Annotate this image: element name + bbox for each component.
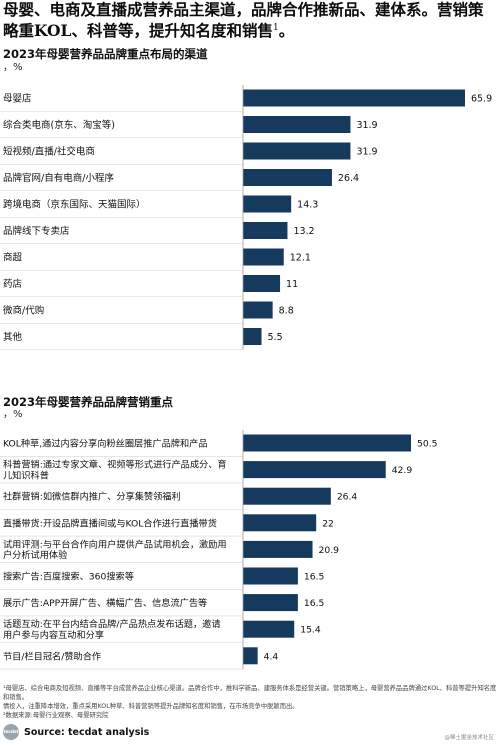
chart1-bar [243, 89, 465, 107]
chart2-category-label: 直播带货:开设品牌直播间或与KOL合作进行直播带货 [3, 517, 217, 529]
chart2-marketing-bar-chart: KOL种草,通过内容分享向粉丝圈层推广品牌和产品 50.5 科普营销:通过专家文章、… [0, 430, 438, 670]
chart1-category-label: 品牌线下专卖店 [3, 225, 70, 237]
chart2-bar [243, 461, 386, 479]
chart1-bar [243, 275, 281, 292]
chart2-category-label: 话题互动:在平台内结合品牌/产品热点发布话题，邀请用户参与内容互动和分享 [3, 618, 221, 641]
chart1-bar [243, 169, 332, 186]
chart1-category-label: 药店 [3, 278, 22, 290]
chart1-bar [243, 328, 262, 345]
chart1-value-label: 8.8 [279, 306, 294, 317]
tecdat-logo: tecdat [3, 724, 19, 740]
chart1-value-label: 5.5 [268, 332, 283, 343]
chart1-value-label: 26.4 [338, 173, 359, 184]
chart1-category-label: 跨境电商（京东国际、天猫国际） [3, 199, 146, 211]
chart2-bar [243, 487, 331, 505]
chart2-category-label: 试用评测:与平台合作向用户提供产品试用机会，激励用户分析试用体验 [3, 538, 227, 561]
chart2-bar [243, 514, 317, 532]
chart2-bar [243, 567, 298, 585]
chart2-title: 2023年母婴营养品品牌营销重点 [3, 395, 174, 409]
chart2-bar [243, 434, 411, 452]
chart2-category-label: 社群营销:如微信群内推广、分享集赞领福利 [3, 491, 181, 503]
watermark: @稀土掘金技术社区 [444, 735, 494, 741]
chart2-category-label: 科普营销:通过专家文章、视频等形式进行产品成分、育儿知识科普 [3, 459, 227, 482]
chart2-value-label: 50.5 [417, 439, 438, 450]
chart1-bar [243, 248, 284, 266]
chart1-unit: ，% [3, 62, 23, 73]
chart1-title: 2023年母婴营养品品牌重点布局的渠道 [3, 47, 208, 61]
chart1-category-label: 综合类电商(京东、淘宝等) [3, 119, 115, 131]
chart2-category-label: KOL种草,通过内容分享向粉丝圈层推广品牌和产品 [3, 438, 208, 450]
footnote-line-3: ²数据来源:母婴行业观察、母婴研究院 [3, 712, 109, 719]
chart2-value-label: 26.4 [337, 492, 358, 503]
chart1-category-label: 其他 [3, 331, 23, 343]
chart2-category-label-line: 户分析试用体验 [3, 549, 67, 561]
headline-text: 母婴、电商及直播成营养品主渠道，品牌合作推新品、建体系。营销策略重KOL、科普等… [3, 0, 484, 41]
chart1-value-label: 31.9 [356, 147, 377, 158]
chart2-bar [243, 540, 313, 558]
chart2-value-label: 16.5 [304, 572, 325, 583]
chart1-value-label: 12.1 [290, 253, 311, 264]
footnote-line-2: 情投入，注重降本增效，重点采用KOL种草、科普营销等提升品牌知名度和销售，在市场… [3, 703, 299, 710]
chart1-value-label: 13.2 [293, 226, 314, 237]
headline-footnote-mark: 1 [272, 23, 279, 33]
chart2-unit: ，% [3, 409, 23, 420]
source-bar: tecdat Source: tecdat analysis [3, 723, 149, 741]
headline-period: 。 [278, 21, 295, 41]
chart2-category-label: 搜索广告:百度搜索、360搜索等 [3, 571, 134, 583]
chart2-category-label-line: 科普营销:通过专家文章、视频等形式进行产品成分、育 [3, 459, 227, 471]
chart2-category-label: 展示广告:APP开屏广告、横幅广告、信息流广告等 [3, 597, 207, 609]
chart2-bar [243, 620, 295, 638]
chart1-value-label: 14.3 [297, 200, 318, 211]
chart2-value-label: 42.9 [392, 465, 413, 476]
chart1-bar [243, 222, 288, 239]
chart2-category-label-line: 试用评测:与平台合作向用户提供产品试用机会，激励用 [3, 538, 227, 550]
chart2-category-label-line: 话题互动:在平台内结合品牌/产品热点发布话题，邀请 [3, 618, 221, 630]
chart1-value-label: 65.9 [471, 94, 492, 105]
headline: 母婴、电商及直播成营养品主渠道，品牌合作推新品、建体系。营销策略重KOL、科普等… [3, 0, 497, 40]
chart1-category-label: 母婴店 [3, 93, 32, 105]
chart2-category-label-line: 用户参与内容互动和分享 [3, 629, 104, 641]
footnote: ¹母婴店、综合电商及短视频、直播等平台成营养品企业核心渠道。品牌合作中，推科学新… [3, 684, 497, 720]
chart2-value-label: 15.4 [300, 625, 321, 636]
chart1-bar [243, 142, 351, 160]
chart2-category-label-line: 儿知识科普 [3, 469, 49, 481]
chart2-bar [243, 594, 298, 612]
chart1-bar [243, 116, 351, 133]
chart1-category-label: 商超 [3, 252, 23, 264]
chart2-value-label: 4.4 [264, 651, 279, 662]
chart2-value-label: 22 [322, 518, 334, 529]
chart1-value-label: 11 [286, 279, 298, 290]
chart1-bar [243, 195, 292, 213]
chart2-bar [243, 647, 258, 665]
source-text: Source: tecdat analysis [24, 726, 150, 738]
chart1-bar [243, 301, 273, 319]
chart1-channels-bar-chart: 母婴店 65.9 综合类电商(京东、淘宝等) 31.9 短视频/直播/社交电商 31.9 品… [0, 85, 492, 351]
chart1-category-label: 品牌官网/自有电商/小程序 [3, 172, 114, 184]
chart2-category-label: 节目/栏目冠名/赞助合作 [3, 650, 101, 662]
chart2-value-label: 16.5 [304, 598, 325, 609]
chart1-category-label: 短视频/直播/社交电商 [3, 146, 95, 158]
chart2-value-label: 20.9 [319, 545, 340, 556]
footnote-line-1: ¹母婴店、综合电商及短视频、直播等平台成营养品企业核心渠道。品牌合作中，推科学新… [3, 685, 497, 701]
chart1-category-label: 微商/代购 [3, 305, 44, 317]
chart1-value-label: 31.9 [356, 120, 377, 131]
